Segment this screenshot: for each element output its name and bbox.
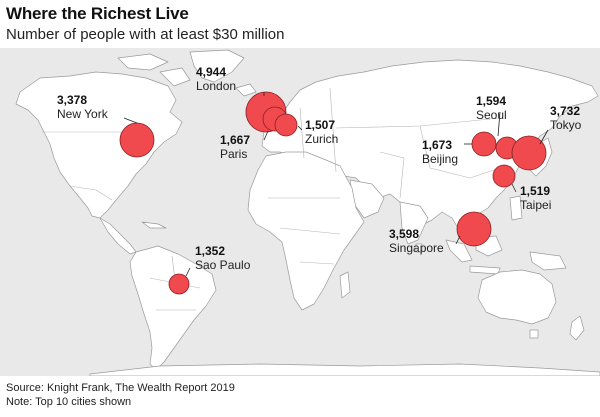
label-beijing: 1,673 Beijing bbox=[422, 138, 458, 166]
source-note: Source: Knight Frank, The Wealth Report … bbox=[6, 382, 235, 394]
value-new-york: 3,378 bbox=[57, 93, 88, 107]
label-paris: 1,667 Paris bbox=[220, 133, 250, 161]
label-london: 4,944 London bbox=[196, 65, 236, 93]
bubble-taipei[interactable] bbox=[492, 164, 516, 188]
city-bubbles bbox=[119, 91, 547, 295]
value-sao-paulo: 1,352 bbox=[195, 244, 226, 258]
name-london: London bbox=[196, 79, 237, 93]
chart-title: Where the Richest Live bbox=[6, 4, 189, 23]
footer: Source: Knight Frank, The Wealth Report … bbox=[6, 381, 235, 409]
world-map bbox=[0, 48, 600, 376]
label-singapore: 3,598 Singapore bbox=[389, 227, 444, 255]
label-tokyo: 3,732 Tokyo bbox=[550, 104, 581, 132]
value-paris: 1,667 bbox=[220, 133, 251, 147]
value-beijing: 1,673 bbox=[422, 138, 453, 152]
value-seoul: 1,594 bbox=[476, 94, 507, 108]
label-new-york: 3,378 New York bbox=[57, 93, 108, 121]
leader-lines bbox=[123, 92, 549, 277]
name-zurich: Zurich bbox=[305, 132, 339, 146]
name-paris: Paris bbox=[220, 147, 248, 161]
label-seoul: 1,594 Seoul bbox=[476, 94, 507, 122]
name-taipei: Taipei bbox=[520, 198, 552, 212]
bubble-new-york[interactable] bbox=[119, 122, 155, 158]
name-sao-paulo: Sao Paulo bbox=[195, 258, 251, 272]
footnote: Note: Top 10 cities shown bbox=[6, 396, 132, 408]
value-singapore: 3,598 bbox=[389, 227, 420, 241]
value-zurich: 1,507 bbox=[305, 118, 336, 132]
bubble-sao-paulo[interactable] bbox=[168, 273, 190, 295]
value-taipei: 1,519 bbox=[520, 184, 551, 198]
name-tokyo: Tokyo bbox=[550, 118, 582, 132]
label-taipei: 1,519 Taipei bbox=[520, 184, 551, 212]
chart-subtitle: Number of people with at least $30 milli… bbox=[6, 26, 285, 43]
value-london: 4,944 bbox=[196, 65, 227, 79]
label-zurich: 1,507 Zurich bbox=[305, 118, 338, 146]
name-singapore: Singapore bbox=[389, 241, 444, 255]
bubble-zurich[interactable] bbox=[274, 113, 298, 137]
name-seoul: Seoul bbox=[476, 108, 507, 122]
label-sao-paulo: 1,352 Sao Paulo bbox=[195, 244, 250, 272]
country-borders bbox=[42, 87, 501, 311]
name-beijing: Beijing bbox=[422, 152, 459, 166]
name-new-york: New York bbox=[57, 107, 108, 121]
bubble-singapore[interactable] bbox=[456, 211, 492, 247]
value-tokyo: 3,732 bbox=[550, 104, 581, 118]
bubble-beijing[interactable] bbox=[471, 131, 497, 157]
bubble-tokyo[interactable] bbox=[511, 135, 547, 171]
